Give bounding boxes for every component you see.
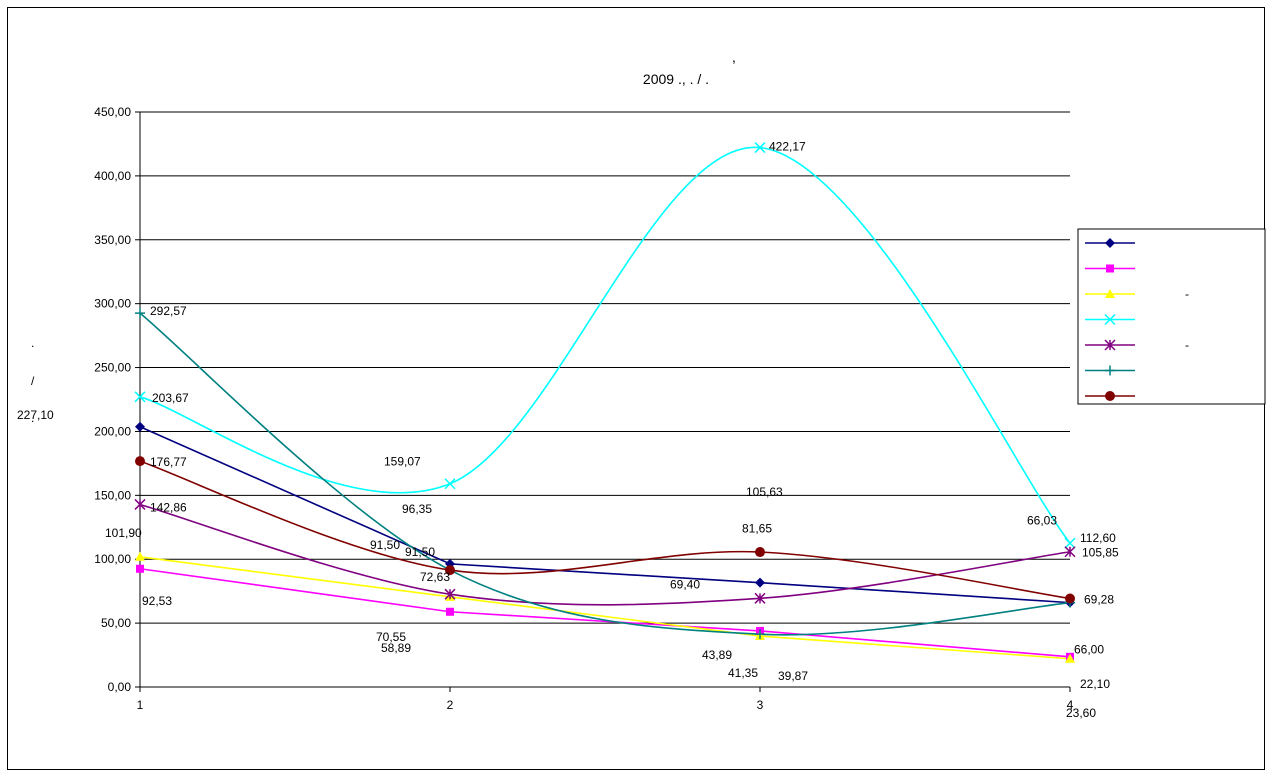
legend-swatch-marker [1104,313,1116,326]
data-point-marker [755,547,765,558]
legend-entry-label: - [1185,338,1189,352]
chart-title-line1: , [732,49,736,65]
y-axis-label-part2: / [31,374,35,388]
data-point-marker [754,142,766,154]
data-point-marker [134,498,146,510]
legend-swatch-marker [1106,264,1114,273]
data-label: 292,57 [150,304,187,318]
legend-swatch-marker [1105,391,1115,401]
data-label: 176,77 [150,455,187,469]
data-label: 422,17 [769,140,806,154]
data-label: 203,67 [152,391,189,405]
data-label: 101,90 [105,526,142,540]
data-label: 69,28 [1084,592,1114,606]
data-label: 70,55 [376,630,406,644]
series-markers [134,142,1076,663]
data-label: 91,50 [370,538,400,552]
data-point-marker [446,607,454,616]
data-label: 43,89 [702,648,732,662]
data-point-marker [755,577,765,588]
data-point-marker [444,478,456,490]
x-tick-label: 4 [1067,698,1074,712]
data-label: 22,10 [1080,677,1110,691]
data-label: 159,07 [384,455,421,469]
data-label: 81,65 [742,522,772,536]
data-point-marker [135,308,145,319]
data-labels: 203,67 96,35 81,65 66,03 92,53 58,89 43,89 23,6… [17,140,1119,720]
y-tick-label: 450,00 [94,105,131,119]
y-tick-label: 50,00 [101,616,131,630]
legend-swatch-marker [1104,339,1116,351]
y-tick-label: 250,00 [94,361,131,375]
data-point-marker [135,551,145,561]
x-tick-label: 1 [137,698,144,712]
y-axis-label-part1: . [31,336,34,350]
data-label: 105,85 [1082,546,1119,560]
series-line-3 [139,556,1071,660]
series-line-1 [139,426,1071,604]
data-point-marker [755,629,765,640]
y-tick-label: 150,00 [94,488,131,502]
legend-swatch-marker [1105,289,1115,298]
legend-swatch-marker [1105,365,1115,376]
data-label: 23,60 [1066,706,1096,720]
data-label: 227,10 [17,408,54,422]
data-label: 96,35 [402,502,432,516]
data-point-marker [135,421,145,432]
data-label: 112,60 [1080,531,1116,545]
legend-swatch-marker [1105,238,1115,248]
y-tick-label: 350,00 [94,233,131,247]
data-point-marker [444,588,456,600]
data-label: 72,63 [420,570,450,584]
data-point-marker [1064,546,1076,558]
data-point-marker [445,565,455,576]
data-label: 92,53 [142,594,172,608]
data-point-marker [134,391,146,403]
chart-title-line2: 2009 ., . / . [643,71,709,87]
chart-frame [7,7,1265,770]
y-tick-label: 300,00 [94,297,131,311]
y-tick-label: 100,00 [94,552,131,566]
data-label: 142,86 [150,500,187,514]
data-point-marker [136,564,144,573]
data-label: 58,89 [381,641,411,655]
data-label: 66,00 [1074,643,1104,657]
y-tick-label: 0,00 [108,680,132,694]
series-line-7 [139,460,1071,600]
series-line-2 [139,567,1071,658]
series-lines [139,146,1071,660]
data-point-marker [1064,537,1076,549]
x-tick-label: 3 [757,698,764,712]
y-axis-label-part3: . [31,411,34,425]
data-label: 41,35 [728,666,758,680]
data-point-marker [1065,593,1075,604]
axes [135,111,1071,692]
x-tick-label: 2 [447,698,454,712]
data-label: 105,63 [746,485,783,499]
data-label: 66,03 [1027,514,1057,528]
series-line-6 [139,312,1071,636]
data-point-marker [1065,653,1075,663]
data-point-marker [135,456,145,467]
data-label: 69,40 [670,577,700,591]
y-tick-label: 400,00 [94,169,131,183]
legend: -- [1077,228,1266,405]
legend-entry-label: - [1185,287,1189,301]
tick-labels: 0,00 50,00 100,00 150,00 200,00 250,00 300,00 3… [94,105,1073,712]
data-label: 91,50 [405,545,435,559]
data-point-marker [754,592,766,604]
data-label: 39,87 [778,669,808,683]
grid-lines [140,111,1070,688]
titles: , 2009 ., . / . . / . [31,49,736,425]
legend-box [1077,228,1266,405]
series-line-5 [139,503,1071,606]
series-line-4 [139,146,1071,544]
y-tick-label: 200,00 [94,424,131,438]
